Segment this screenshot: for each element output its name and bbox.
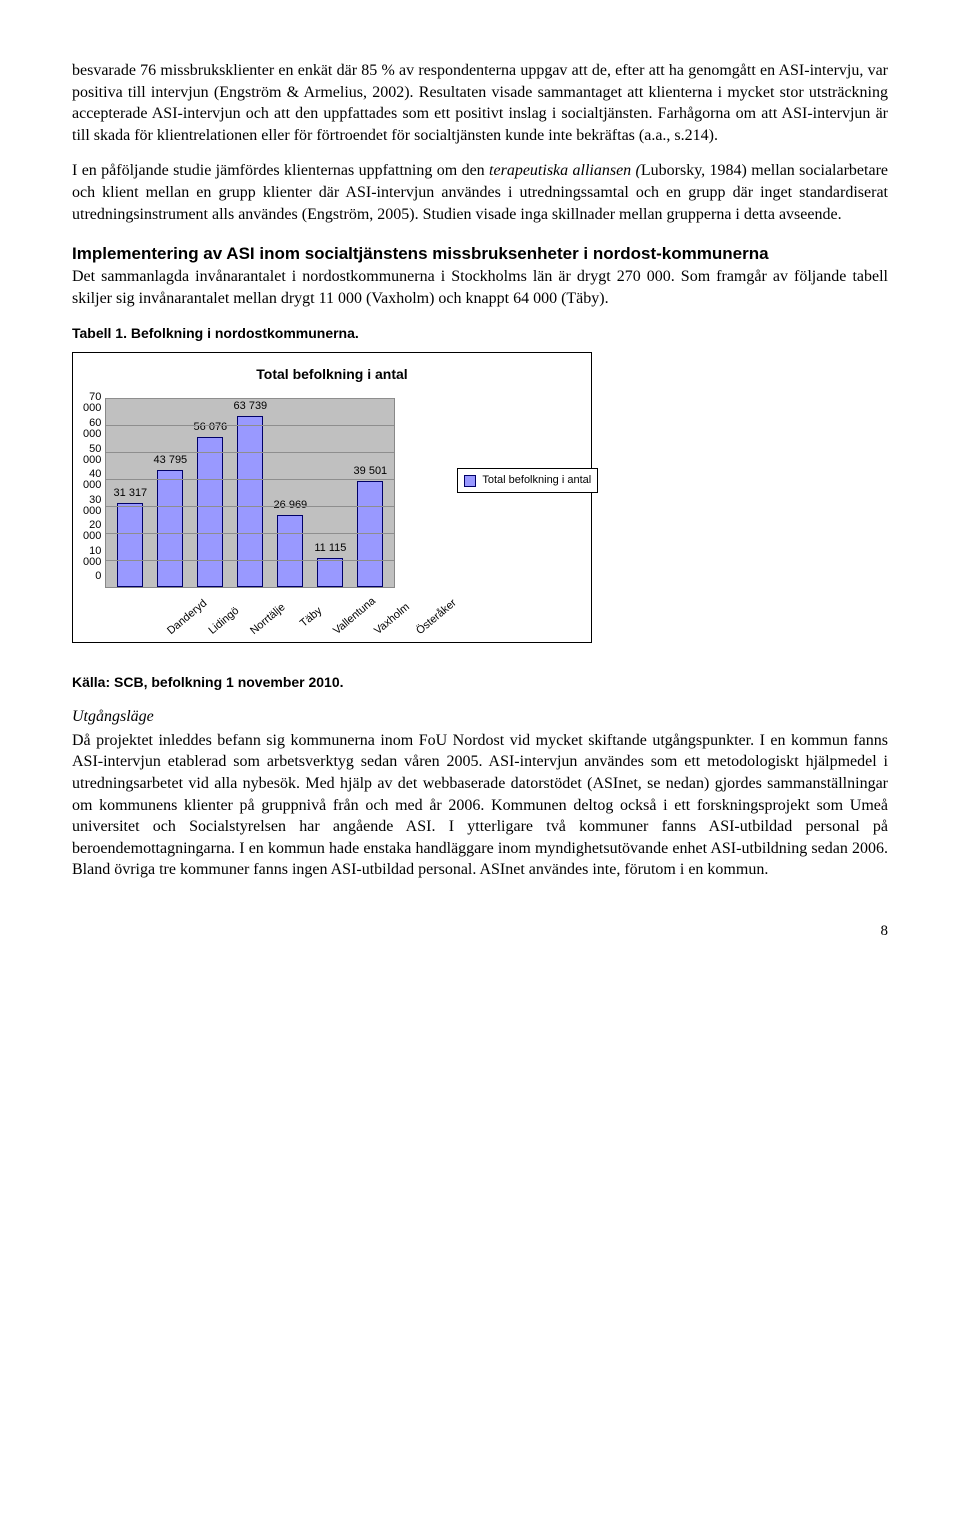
bar-group: 26 969 <box>272 498 308 587</box>
body-paragraph: besvarade 76 missbruksklienter en enkät … <box>72 60 888 146</box>
chart-plot-area: 31 317 43 795 56 076 63 739 26 969 11 115 39 5… <box>105 398 395 588</box>
bar-group: 39 501 <box>352 464 388 587</box>
bar-group: 63 739 <box>232 399 268 587</box>
section-heading: Implementering av ASI inom socialtjänste… <box>72 243 888 264</box>
y-tick-label: 0 <box>83 571 101 582</box>
y-tick-label: 20 000 <box>83 520 101 542</box>
body-paragraph: I en påföljande studie jämfördes kliente… <box>72 160 888 225</box>
legend-swatch-icon <box>464 475 476 487</box>
bar-value-label: 11 115 <box>314 541 346 556</box>
chart-legend: Total befolkning i antal <box>457 468 598 493</box>
y-tick-label: 50 000 <box>83 444 101 466</box>
x-tick-label: Vaxholm <box>372 604 409 639</box>
bar-group: 31 317 <box>112 486 148 587</box>
bar-value-label: 26 969 <box>274 498 308 513</box>
table-caption: Tabell 1. Befolkning i nordostkommunerna… <box>72 324 888 343</box>
bar-value-label: 43 795 <box>154 453 188 468</box>
bar <box>157 470 183 588</box>
y-tick-label: 10 000 <box>83 546 101 568</box>
bar-group: 56 076 <box>192 420 228 587</box>
x-tick-label: Danderyd <box>164 604 201 639</box>
bar <box>317 558 343 588</box>
bar-group: 11 115 <box>312 541 348 588</box>
bar <box>277 515 303 587</box>
chart-title: Total befolkning i antal <box>83 365 581 384</box>
y-tick-label: 70 000 <box>83 392 101 414</box>
chart-y-axis: 0 10 000 20 000 30 000 40 000 50 000 60 000 70 … <box>83 392 105 582</box>
x-tick-label: Täby <box>289 604 326 639</box>
page-number: 8 <box>72 921 888 941</box>
chart-x-axis: DanderydLidingöNorrtäljeTäbyVallentunaVa… <box>153 590 443 605</box>
bar-value-label: 31 317 <box>114 486 148 501</box>
y-tick-label: 60 000 <box>83 418 101 440</box>
bar-value-label: 63 739 <box>234 399 268 414</box>
bar <box>237 416 263 587</box>
italic-run: terapeutiska alliansen ( <box>489 162 641 179</box>
bar <box>197 437 223 588</box>
body-paragraph: Det sammanlagda invånarantalet i nordost… <box>72 266 888 309</box>
legend-label: Total befolkning i antal <box>482 473 591 488</box>
bar-value-label: 39 501 <box>354 464 388 479</box>
subsection-heading: Utgångsläge <box>72 706 888 728</box>
body-paragraph: Då projektet inleddes befann sig kommune… <box>72 730 888 881</box>
bar-value-label: 56 076 <box>194 420 228 435</box>
chart-container: Total befolkning i antal 0 10 000 20 000 30… <box>72 352 592 643</box>
bar-group: 43 795 <box>152 453 188 587</box>
bar <box>117 503 143 587</box>
x-tick-label: Lidingö <box>206 604 243 639</box>
x-tick-label: Vallentuna <box>330 604 367 639</box>
x-tick-label: Norrtälje <box>247 604 284 639</box>
y-tick-label: 30 000 <box>83 495 101 517</box>
text-run: I en påföljande studie jämfördes kliente… <box>72 162 489 179</box>
chart-source: Källa: SCB, befolkning 1 november 2010. <box>72 673 888 692</box>
bar <box>357 481 383 587</box>
x-tick-label: Österåker <box>413 604 450 639</box>
y-tick-label: 40 000 <box>83 469 101 491</box>
